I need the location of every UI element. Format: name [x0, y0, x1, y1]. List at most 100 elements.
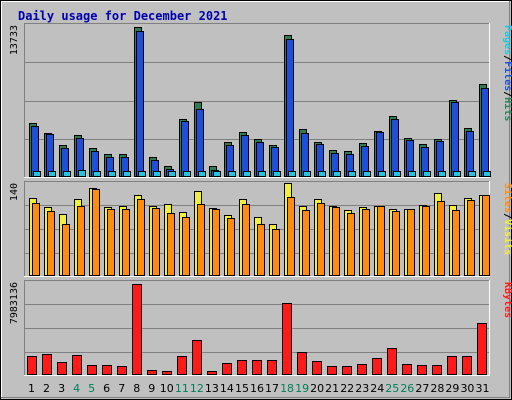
bar-kbytes-day-4 [72, 355, 82, 375]
bar-pages-day-10 [168, 171, 176, 177]
bar-pages-day-2 [48, 171, 56, 177]
bar-files-day-19 [301, 133, 309, 177]
bar-sites-day-7 [122, 209, 130, 276]
bar-pages-day-31 [483, 171, 491, 177]
bar-sites-day-21 [332, 207, 340, 276]
x-tick-label: 22 [340, 382, 354, 395]
legend-kbytes: KBytes [502, 282, 512, 318]
bar-pages-day-11 [183, 171, 191, 177]
bar-sites-day-27 [422, 206, 430, 276]
bar-kbytes-day-19 [297, 352, 307, 375]
bar-sites-day-22 [347, 213, 355, 276]
bar-pages-day-6 [108, 171, 116, 177]
bar-kbytes-day-22 [342, 366, 352, 375]
bar-kbytes-day-17 [267, 360, 277, 375]
bar-files-day-18 [286, 39, 294, 177]
bar-kbytes-day-18 [282, 303, 292, 375]
x-tick-label: 17 [265, 382, 279, 395]
x-tick-label: 6 [103, 382, 110, 395]
bar-pages-day-28 [438, 171, 446, 177]
legend-pages: Pages [502, 25, 512, 55]
bar-sites-day-13 [212, 209, 220, 276]
x-tick-label: 20 [310, 382, 324, 395]
bar-sites-day-4 [77, 206, 85, 276]
bar-kbytes-day-30 [462, 356, 472, 375]
bar-kbytes-day-9 [147, 370, 157, 375]
bar-files-day-30 [466, 131, 474, 177]
x-tick-label: 7 [118, 382, 125, 395]
x-tick-label: 13 [205, 382, 219, 395]
bar-pages-day-3 [63, 171, 71, 177]
bar-kbytes-day-1 [27, 356, 37, 375]
bar-pages-day-23 [363, 171, 371, 177]
bar-sites-day-20 [317, 203, 325, 276]
bar-pages-day-5 [93, 171, 101, 177]
bar-sites-day-17 [272, 229, 280, 276]
bar-sites-day-1 [32, 203, 40, 276]
bar-files-day-29 [451, 102, 459, 177]
bar-files-day-24 [376, 132, 384, 177]
legend-files: Files [502, 61, 512, 91]
bar-kbytes-day-3 [57, 362, 67, 375]
bar-sites-day-9 [152, 208, 160, 276]
bar-kbytes-day-15 [237, 360, 247, 375]
bar-sites-day-18 [287, 197, 295, 276]
bar-kbytes-day-24 [372, 358, 382, 375]
bar-sites-day-19 [302, 210, 310, 276]
x-tick-label: 31 [475, 382, 489, 395]
bar-pages-day-12 [198, 171, 206, 177]
side-legend: Pages/Files/Hits [502, 25, 512, 121]
bar-pages-day-7 [123, 171, 131, 177]
x-tick-label: 2 [43, 382, 50, 395]
legend-hits: Hits [502, 97, 512, 121]
bar-kbytes-day-12 [192, 340, 202, 375]
bar-kbytes-day-25 [387, 348, 397, 375]
bar-sites-day-14 [227, 218, 235, 276]
legend-separator: / [502, 91, 512, 97]
x-tick-label: 5 [88, 382, 95, 395]
bar-pages-day-22 [348, 171, 356, 177]
max-label: 7983136 [9, 282, 20, 324]
bar-pages-day-13 [213, 171, 221, 177]
bar-kbytes-day-7 [117, 366, 127, 375]
bar-sites-day-24 [377, 206, 385, 276]
x-tick-label: 3 [58, 382, 65, 395]
bar-kbytes-day-16 [252, 360, 262, 375]
bar-kbytes-day-29 [447, 356, 457, 375]
bar-pages-day-29 [453, 171, 461, 177]
chart-title: Daily usage for December 2021 [18, 9, 228, 23]
x-tick-label: 9 [148, 382, 155, 395]
bar-kbytes-day-10 [162, 371, 172, 375]
bar-sites-day-5 [92, 189, 100, 276]
bar-sites-day-10 [167, 213, 175, 276]
bar-pages-day-8 [138, 171, 146, 177]
bar-files-day-12 [196, 109, 204, 177]
bar-kbytes-day-21 [327, 366, 337, 375]
x-tick-label: 21 [325, 382, 339, 395]
bar-kbytes-day-28 [432, 365, 442, 375]
bar-files-day-8 [136, 31, 144, 177]
bar-pages-day-30 [468, 171, 476, 177]
bar-sites-day-8 [137, 199, 145, 276]
bar-sites-day-2 [47, 211, 55, 276]
legend-visits: Visits [502, 219, 512, 255]
x-tick-label: 4 [73, 382, 80, 395]
max-label: 140 [9, 183, 20, 201]
bar-kbytes-day-6 [102, 365, 112, 375]
x-tick-label: 29 [445, 382, 459, 395]
bar-pages-day-18 [288, 171, 296, 177]
bar-files-day-31 [481, 88, 489, 177]
bar-files-day-15 [241, 135, 249, 177]
bar-pages-day-19 [303, 171, 311, 177]
bar-files-day-1 [31, 126, 39, 177]
bar-files-day-11 [181, 121, 189, 177]
x-tick-label: 12 [190, 382, 204, 395]
bar-kbytes-day-23 [357, 364, 367, 375]
x-tick-label: 24 [370, 382, 384, 395]
bar-sites-day-29 [452, 210, 460, 276]
bar-files-day-2 [46, 134, 54, 177]
bar-kbytes-day-27 [417, 365, 427, 375]
bar-pages-day-9 [153, 171, 161, 177]
max-label: 13733 [9, 25, 20, 55]
